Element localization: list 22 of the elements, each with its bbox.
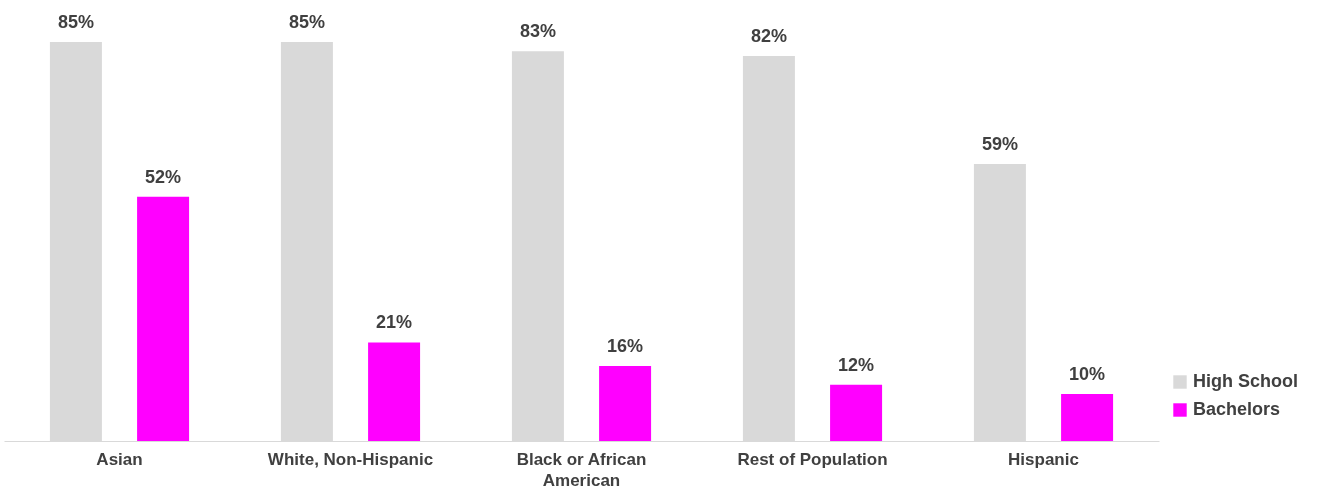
data-label: 16% <box>607 335 644 356</box>
bar <box>368 342 421 441</box>
x-tick-label: Rest of Population <box>737 449 888 469</box>
data-label: 21% <box>376 312 413 333</box>
x-tick-label: Black or African American <box>516 449 647 490</box>
bar <box>830 384 883 441</box>
legend-label: High School <box>1193 371 1298 391</box>
bar <box>1061 394 1114 441</box>
data-label: 52% <box>145 166 182 187</box>
bar <box>137 196 190 441</box>
data-label: 85% <box>288 11 325 32</box>
data-label: 85% <box>57 11 94 32</box>
data-label: 10% <box>1069 364 1106 385</box>
bar <box>599 365 652 441</box>
data-label: 12% <box>838 354 875 375</box>
data-label: 82% <box>750 26 787 47</box>
x-tick-label: Asian <box>96 449 143 469</box>
x-tick-label: Hispanic <box>1008 449 1079 469</box>
legend-label: Bachelors <box>1193 399 1281 419</box>
x-tick-label: White, Non-Hispanic <box>267 449 434 469</box>
data-label: 59% <box>981 133 1018 154</box>
data-label: 83% <box>519 21 556 42</box>
